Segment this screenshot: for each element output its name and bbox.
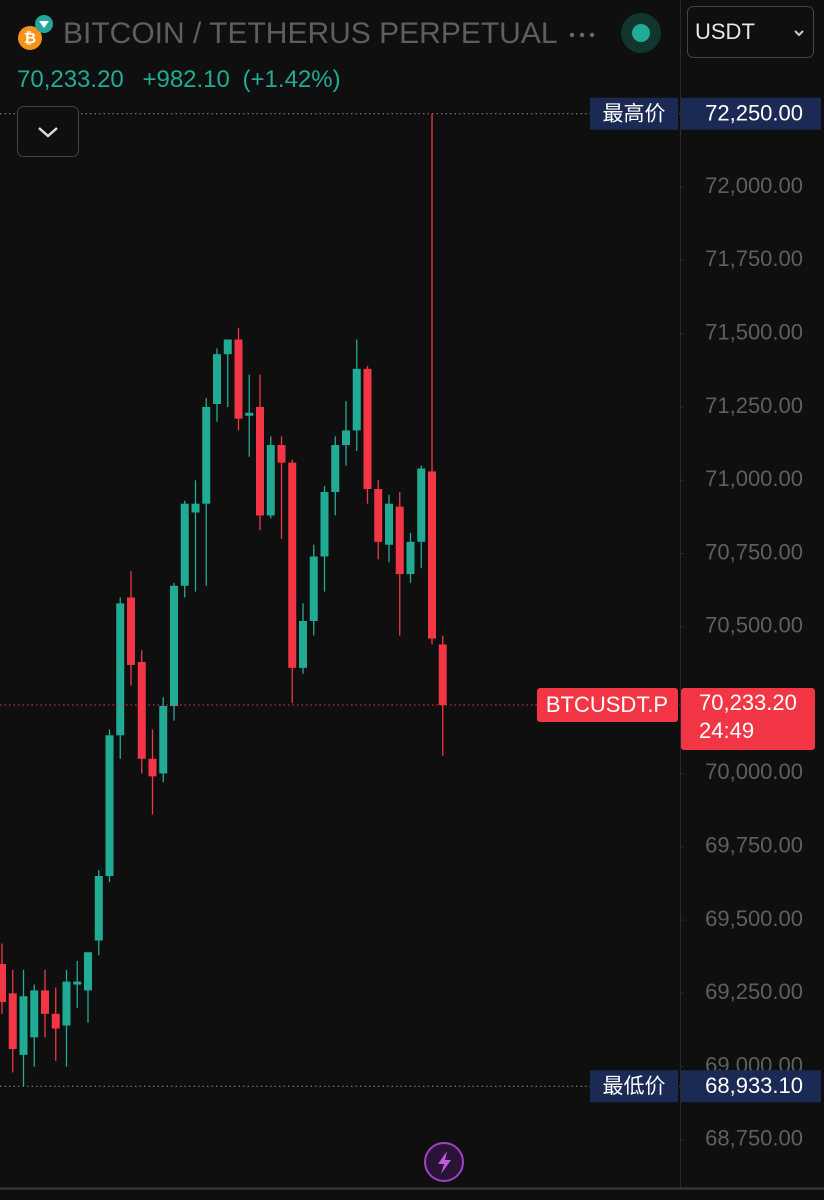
candle-body (116, 603, 125, 736)
y-tick-label: 68,750.00 (705, 1126, 803, 1151)
marker-label: 最高价 (603, 102, 666, 125)
marker-value: 68,933.10 (705, 1073, 803, 1098)
candle-body (0, 964, 6, 1003)
candle-body (51, 1013, 60, 1029)
collapse-button[interactable] (17, 106, 79, 157)
y-tick-label: 69,750.00 (705, 833, 803, 858)
candle-body (8, 993, 17, 1050)
btc-icon (18, 26, 42, 50)
y-tick-label: 69,250.00 (705, 979, 803, 1004)
candle-body (299, 620, 307, 668)
candle-body (148, 758, 157, 777)
candle-body (417, 468, 426, 542)
candle-body (105, 735, 114, 877)
candle-body (438, 644, 447, 706)
collapse-caret (38, 127, 58, 138)
candle-body (223, 339, 232, 355)
marker-label-box (590, 1070, 678, 1103)
y-tick-label: 71,000.00 (705, 466, 803, 491)
status-dot (632, 24, 650, 42)
last-label-box (537, 688, 678, 723)
candle-body (41, 990, 49, 1014)
candle-body (395, 506, 404, 575)
last-value-box (681, 688, 815, 751)
chart-title: BITCOIN / TETHERUS PERPETUAL (63, 17, 558, 50)
currency-caret (794, 30, 804, 37)
marker-label-box (590, 97, 678, 130)
candle-body (234, 339, 243, 419)
candle-body (127, 597, 135, 665)
candle-body (170, 585, 178, 706)
currency-select[interactable] (687, 6, 814, 58)
candle-body (159, 705, 168, 774)
candle-body (352, 368, 361, 431)
tether-glyph (39, 21, 49, 28)
price-line: 70,233.20 +982.10 (+1.42%) (17, 66, 341, 93)
candle-body (245, 412, 254, 416)
candle-body (266, 445, 275, 516)
candle-body (191, 503, 200, 513)
candle-body (84, 952, 92, 991)
last-label: BTCUSDT.P (546, 692, 668, 717)
currency-label[interactable]: USDT (695, 19, 755, 44)
y-tick-label: 71,750.00 (705, 246, 803, 271)
candle-body (94, 876, 103, 941)
change: +982.10 (142, 66, 229, 93)
marker-label: 最低价 (603, 1075, 666, 1098)
candle-body (19, 996, 28, 1055)
candle-body (213, 354, 221, 405)
candle-body (406, 541, 415, 575)
candle-body (30, 990, 39, 1038)
y-tick-label: 69,500.00 (705, 906, 803, 931)
candle-body (277, 445, 286, 463)
last-value: 70,233.20 (699, 690, 797, 715)
candle-body (73, 981, 82, 985)
candle-body (428, 471, 436, 639)
y-tick-label: 71,250.00 (705, 393, 803, 418)
y-tick-label: 70,500.00 (705, 613, 803, 638)
overlay: ₿ BITCOIN / TETHERUS PERPETUAL USDT 70,2… (17, 6, 821, 1182)
y-tick-label: 72,000.00 (705, 173, 803, 198)
candle-body (374, 489, 383, 542)
flash-icon (438, 1151, 451, 1174)
candle-body (342, 430, 350, 446)
y-tick-label: 70,750.00 (705, 539, 803, 564)
marker-value: 72,250.00 (705, 101, 803, 126)
y-tick-label: 71,500.00 (705, 319, 803, 344)
candle-body (202, 406, 211, 504)
candle-body (385, 503, 393, 545)
candle-body (137, 662, 146, 759)
candle-body (62, 981, 71, 1026)
candle-body (256, 406, 264, 516)
plot-area: 68,750.0069,000.0069,250.0069,500.0069,7… (0, 113, 803, 1151)
candle-body (180, 503, 189, 586)
y-tick-label: 70,000.00 (705, 759, 803, 784)
last-price: 70,233.20 (17, 66, 124, 93)
more-icon[interactable] (569, 32, 595, 38)
candle-body (331, 445, 340, 492)
change-pct: (+1.42%) (243, 66, 341, 93)
candle-body (320, 491, 329, 557)
btc-icon-glyph: ₿ (24, 30, 36, 47)
candle-body (288, 462, 297, 668)
candle-body (363, 368, 372, 490)
candle-body (309, 556, 318, 621)
marker-value-box (681, 1070, 821, 1103)
marker-value-box (681, 97, 821, 130)
last-countdown: 24:49 (699, 718, 754, 743)
